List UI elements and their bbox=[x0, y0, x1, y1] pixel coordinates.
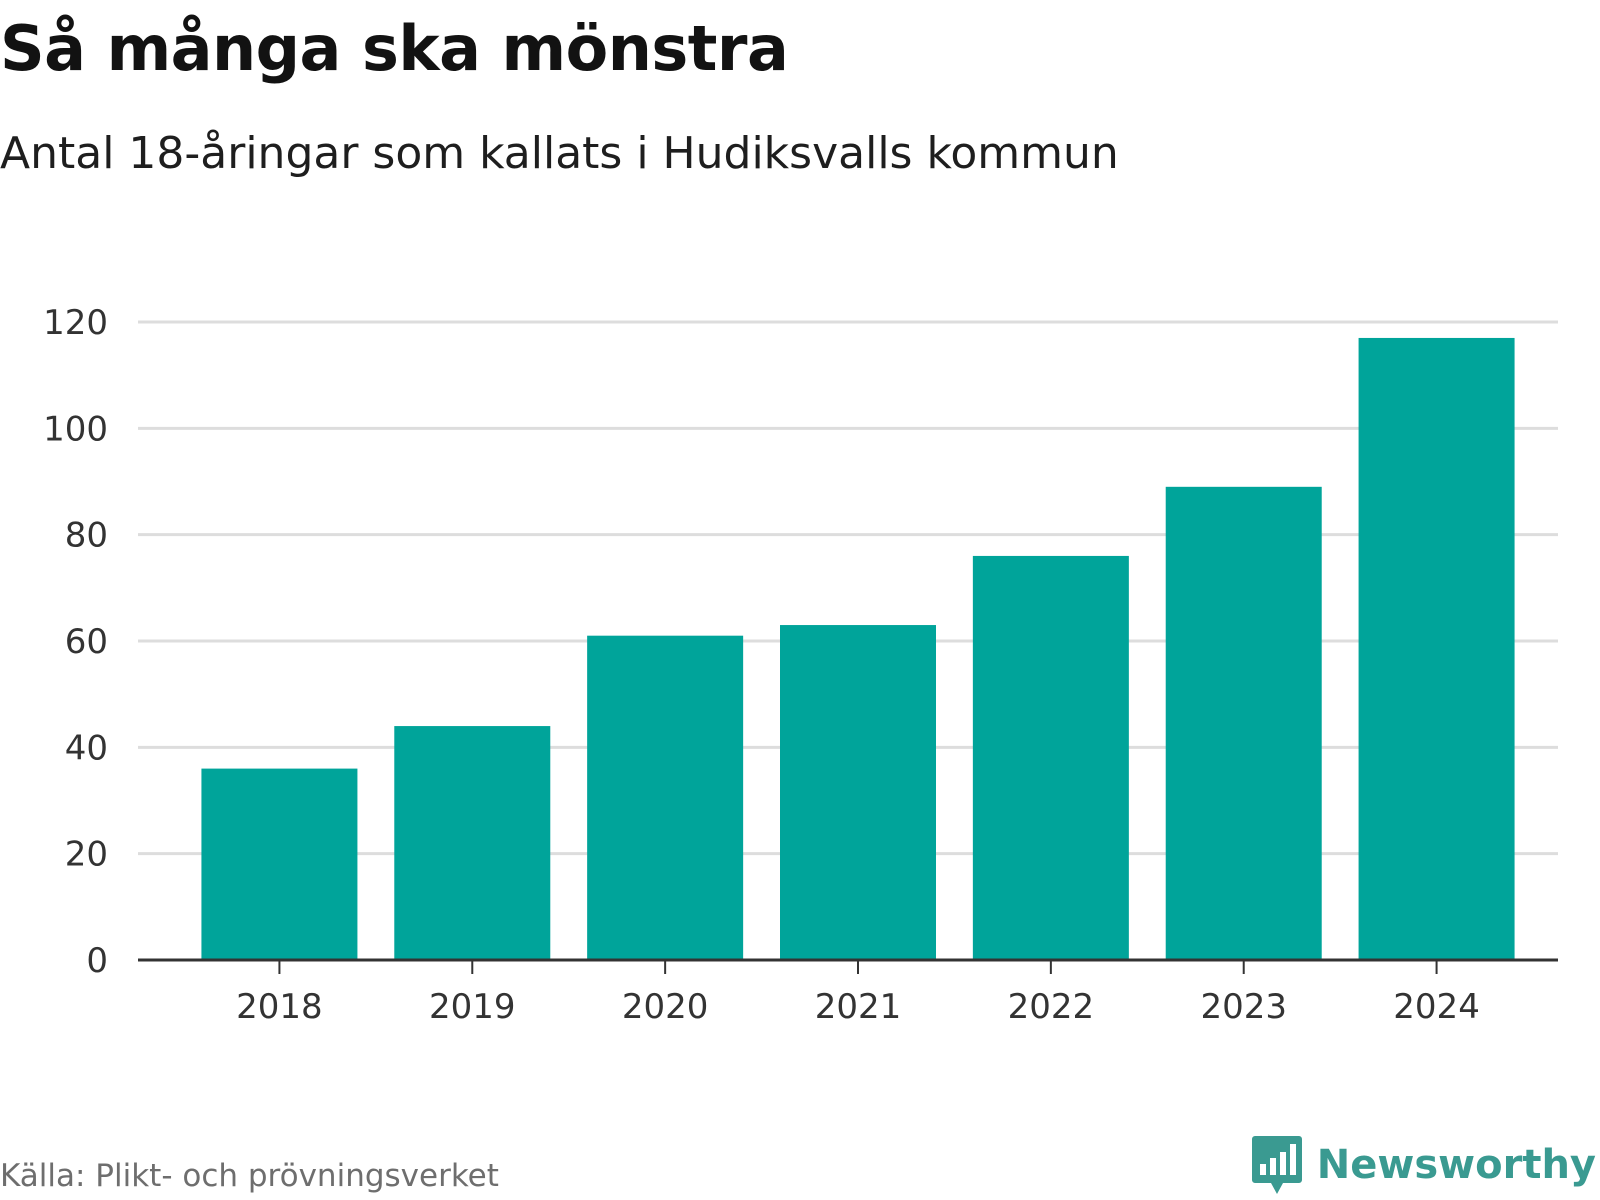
bar-2019 bbox=[394, 726, 551, 960]
bar-2021 bbox=[780, 625, 936, 960]
bar-chart-bubble-icon bbox=[1251, 1136, 1302, 1194]
y-tick-label: 0 bbox=[86, 941, 108, 981]
y-tick-label: 20 bbox=[65, 835, 108, 875]
chart-subtitle: Antal 18-åringar som kallats i Hudiksval… bbox=[0, 128, 1119, 179]
y-tick-label: 60 bbox=[65, 622, 108, 662]
bar-2022 bbox=[972, 555, 1129, 960]
y-tick-label: 40 bbox=[65, 728, 108, 768]
y-tick-label: 80 bbox=[65, 516, 108, 556]
bars bbox=[201, 337, 1515, 960]
x-tick-label: 2019 bbox=[429, 987, 516, 1027]
x-tick-label: 2020 bbox=[622, 987, 709, 1027]
x-axis-ticks: 2018 2019 2020 2021 2022 2023 2024 bbox=[138, 958, 1558, 1027]
y-tick-label: 100 bbox=[43, 409, 108, 449]
y-axis-ticks: 0 20 40 60 80 100 120 bbox=[43, 303, 108, 981]
chart-title: Så många ska mönstra bbox=[0, 12, 789, 85]
y-tick-label: 120 bbox=[43, 303, 108, 343]
brand-name: Newsworthy bbox=[1316, 1142, 1596, 1188]
bar-2023 bbox=[1165, 486, 1322, 960]
x-tick-label: 2023 bbox=[1200, 987, 1287, 1027]
bar-2020 bbox=[587, 635, 744, 960]
bar-2018 bbox=[201, 768, 358, 960]
x-tick-label: 2018 bbox=[236, 987, 323, 1027]
source-note: Källa: Plikt- och prövningsverket bbox=[0, 1158, 499, 1194]
x-tick-label: 2021 bbox=[815, 987, 902, 1027]
x-tick-label: 2022 bbox=[1008, 987, 1095, 1027]
bar-2024 bbox=[1358, 337, 1515, 960]
brand-logo: Newsworthy bbox=[1251, 1134, 1596, 1196]
x-tick-label: 2024 bbox=[1393, 987, 1480, 1027]
